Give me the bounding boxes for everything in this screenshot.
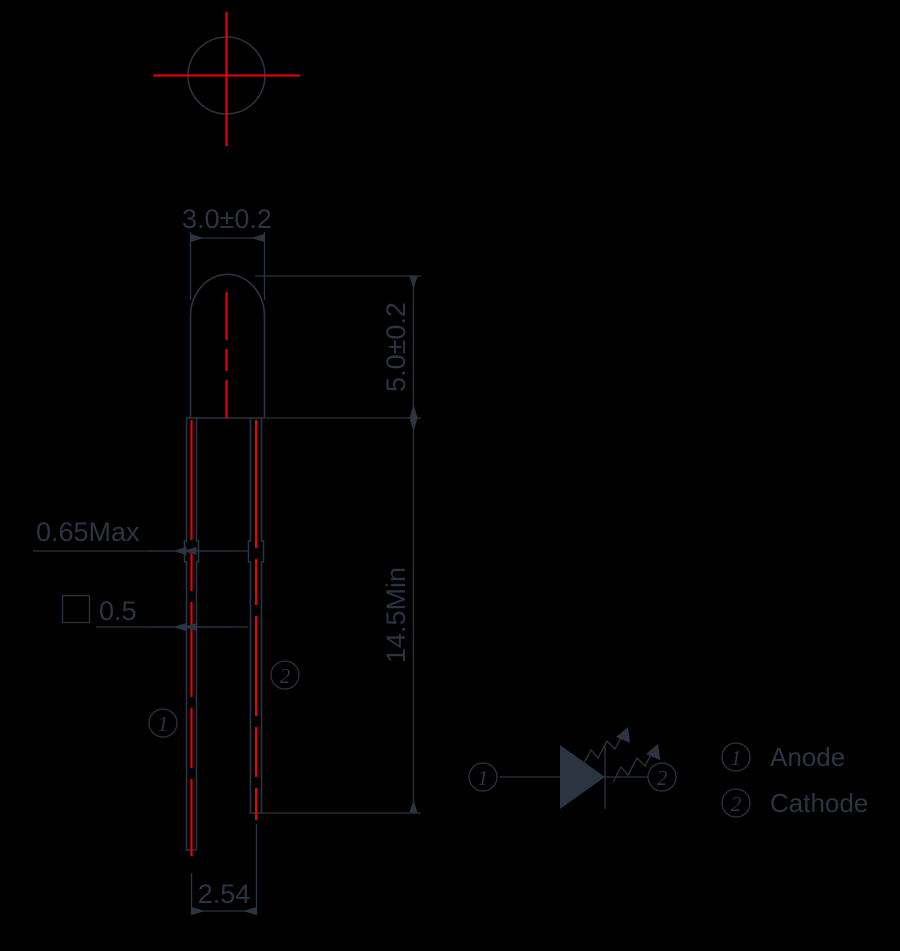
- dim-label-lead-pitch: 2.54: [198, 879, 251, 909]
- light-emission-arrow-1: [582, 731, 625, 766]
- dim-label-body-diameter: 3.0±0.2: [182, 204, 272, 234]
- dim-label-body-height: 5.0±0.2: [381, 302, 411, 392]
- light-emission-arrowhead-1: [616, 727, 630, 743]
- legend-label-anode: Anode: [770, 742, 845, 772]
- legend-balloon-1: [721, 742, 751, 772]
- legend-row-cathode: 2 Cathode: [721, 788, 868, 818]
- balloon-circle: [270, 660, 300, 690]
- legend-row-anode: 1 Anode: [721, 742, 845, 772]
- legend-balloon-2-label: 2: [731, 792, 742, 816]
- dimension-lead-width: 0.5: [61, 594, 248, 632]
- legend-balloon-2: [721, 788, 751, 818]
- balloon-pin1-anode: 1: [148, 708, 178, 738]
- legend-label-cathode: Cathode: [770, 788, 868, 818]
- dimension-body-diameter: 3.0±0.2: [182, 204, 272, 300]
- schematic-balloon-pin2: [647, 762, 677, 792]
- pin-legend: 1 Anode 2 Cathode: [721, 742, 868, 818]
- dim-label-lead-length: 14.5Min: [381, 567, 411, 663]
- schematic-balloon-pin2-label: 2: [657, 766, 668, 790]
- balloon-label: 2: [280, 664, 291, 688]
- dimension-lead-length: 14.5Min: [262, 418, 421, 814]
- crosshair-circle-marker: [153, 12, 300, 146]
- dim-label-lead-thickness: 0.65Max: [36, 517, 140, 547]
- balloon-label: 1: [158, 712, 169, 736]
- light-emission-arrow-2: [612, 748, 655, 783]
- balloon-circle: [148, 708, 178, 738]
- square-symbol-icon: [61, 594, 91, 624]
- schematic-balloon-pin1-label: 1: [478, 766, 489, 790]
- dim-label-lead-width: 0.5: [99, 596, 137, 626]
- legend-balloon-1-label: 1: [731, 746, 742, 770]
- light-emission-arrowhead-2: [646, 744, 660, 760]
- dimension-body-height: 5.0±0.2: [255, 275, 421, 419]
- led-body-outline: [189, 273, 266, 418]
- led-front-view: [183, 273, 266, 856]
- dimension-lead-pitch: 2.54: [190, 824, 258, 916]
- diode-triangle-icon: [560, 745, 605, 809]
- schematic-balloon-pin1: [468, 762, 498, 792]
- led-schematic-symbol: 1 2: [468, 727, 677, 809]
- balloon-pin2-cathode: 2: [270, 660, 300, 690]
- dimension-lead-thickness: 0.65Max: [33, 517, 248, 556]
